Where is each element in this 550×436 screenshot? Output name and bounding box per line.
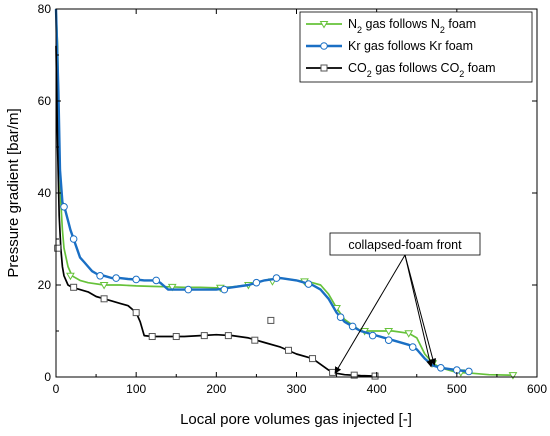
legend-label-part: 2 xyxy=(459,69,464,79)
legend-label-0: N2 gas follows N2 foam xyxy=(348,17,476,35)
legend-label-part: 2 xyxy=(367,69,372,79)
y-tick-label: 0 xyxy=(44,370,51,384)
series-2-point-1 xyxy=(70,283,78,291)
series-2-point-14 xyxy=(371,372,379,380)
legend-marker-2 xyxy=(320,64,328,72)
series-1-point-18 xyxy=(465,367,473,376)
series-2-point-4 xyxy=(148,333,156,341)
annotation-arrow-2 xyxy=(404,254,437,366)
series-1-point-0 xyxy=(60,203,68,211)
series-1-point-5 xyxy=(152,276,161,285)
legend-label-part: gas follows CO xyxy=(372,61,460,75)
series-1-point-16 xyxy=(437,364,445,372)
x-tick-label: 100 xyxy=(126,382,146,396)
series-2-point-7 xyxy=(224,332,232,340)
series-1-point-7 xyxy=(220,285,229,294)
x-tick-label: 300 xyxy=(286,382,306,396)
y-tick-label: 60 xyxy=(38,94,52,108)
series-2-point-2 xyxy=(100,295,108,303)
legend-marker-1 xyxy=(320,42,328,50)
x-tick-label: 0 xyxy=(53,382,60,396)
series-2-point-11 xyxy=(309,355,317,363)
series-0-point-2 xyxy=(167,283,177,292)
series-2-point-0 xyxy=(54,244,62,252)
series-0-point-0 xyxy=(66,272,75,281)
x-axis-title: Local pore volumes gas injected [-] xyxy=(180,411,412,428)
legend-label-part: Kr gas follows Kr foam xyxy=(348,39,473,53)
series-2-point-6 xyxy=(200,332,208,340)
annotation: collapsed-foam front xyxy=(329,232,481,374)
legend-label-part: foam xyxy=(464,61,495,75)
legend-label-part: 2 xyxy=(440,25,445,35)
legend-label-1: Kr gas follows Kr foam xyxy=(348,39,473,53)
series-0-point-1 xyxy=(99,282,109,290)
x-tick-label: 500 xyxy=(447,382,467,396)
axes-layer: 0 100 200 300 400 500 600 0 20 40 60 80 xyxy=(38,2,548,396)
series-1-point-6 xyxy=(184,285,193,294)
series-1-point-3 xyxy=(112,274,120,282)
series-2-point-9 xyxy=(267,316,275,324)
series-1-point-15 xyxy=(408,343,417,351)
series-2-point-12 xyxy=(329,368,337,376)
series-1-point-4 xyxy=(132,275,140,284)
legend-label-2: CO2 gas follows CO2 foam xyxy=(348,61,496,79)
annotation-arrow-1 xyxy=(404,254,434,368)
legend-label-part: 2 xyxy=(357,25,362,35)
x-tick-label: 600 xyxy=(527,382,547,396)
y-axis-title: Pressure gradient [bar/m] xyxy=(5,108,22,277)
legend-marker-0 xyxy=(319,21,329,29)
series-2-point-3 xyxy=(132,309,140,317)
series-2-point-10 xyxy=(284,346,292,354)
series-1-point-11 xyxy=(336,313,345,322)
series-1-point-2 xyxy=(96,272,104,280)
series-1-point-9 xyxy=(272,274,281,282)
x-tick-label: 400 xyxy=(367,382,387,396)
y-tick-label: 40 xyxy=(38,186,52,200)
series-layer xyxy=(54,8,518,380)
series-2-point-8 xyxy=(251,336,259,344)
series-0-point-13 xyxy=(508,372,518,380)
series-1-point-1 xyxy=(69,235,78,243)
series-2-point-13 xyxy=(350,371,358,379)
series-0-point-9 xyxy=(384,328,394,336)
series-2 xyxy=(54,45,379,380)
series-1-point-13 xyxy=(368,331,377,340)
series-1-point-10 xyxy=(304,280,313,288)
annotation-arrow-0 xyxy=(334,254,406,374)
series-1 xyxy=(54,8,473,376)
legend-label-part: CO xyxy=(348,61,367,75)
y-tick-label: 80 xyxy=(38,2,52,16)
series-2-point-5 xyxy=(172,333,180,341)
legend-label-part: gas follows N xyxy=(362,17,440,31)
series-line-2 xyxy=(55,45,377,377)
legend-label-part: N xyxy=(348,17,357,31)
series-1-point-12 xyxy=(348,322,357,331)
legend-label-part: foam xyxy=(445,17,476,31)
series-1-point-14 xyxy=(384,336,393,345)
series-1-point-8 xyxy=(252,278,261,287)
series-0-point-10 xyxy=(404,330,414,338)
annotation-text: collapsed-foam front xyxy=(348,238,462,252)
y-tick-label: 20 xyxy=(38,278,52,292)
x-tick-label: 200 xyxy=(206,382,226,396)
